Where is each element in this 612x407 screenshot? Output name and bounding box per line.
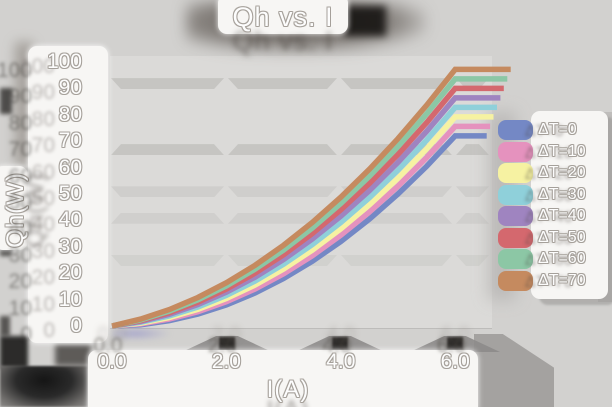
legend-label: ΔT=10 [538, 142, 586, 160]
y-tick-label: 70 [58, 129, 82, 153]
shadow-mountain-x6-dark [447, 337, 463, 350]
y-tick-label: 10 [58, 287, 82, 311]
shadow-mark-left-4 [0, 316, 10, 336]
grid-band [111, 78, 224, 89]
grid-band [111, 213, 224, 224]
y-tick-label: 40 [58, 208, 82, 232]
legend-swatch [498, 227, 533, 248]
x-tick-label: 6.0 [440, 350, 470, 373]
x-axis-label: I(A) [266, 376, 310, 403]
legend-swatch [498, 141, 533, 162]
legend-label: ΔT=60 [538, 250, 586, 267]
x-axis-panel [88, 350, 478, 407]
y-tick-label: 20 [58, 261, 82, 285]
legend-label: ΔT=70 [538, 271, 586, 289]
grid-band [341, 213, 452, 224]
grid-band [228, 213, 337, 224]
grid-band [341, 144, 452, 155]
shadow-mountain-x4-dark [332, 337, 348, 350]
legend-swatch [498, 120, 533, 140]
legend-label: ΔT=20 [538, 164, 586, 181]
x-tick-label: 0.0 [97, 350, 127, 373]
y-tick-label: 30 [58, 234, 82, 258]
legend-swatch [498, 249, 533, 269]
shadow-blob-title-dark [344, 6, 386, 36]
x-tick-label: 4.0 [326, 350, 356, 373]
grid-band [341, 186, 452, 197]
grid-band [456, 255, 489, 266]
legend-swatch [498, 163, 533, 183]
shadow-block-bottom-left [0, 366, 88, 407]
y-tick-label: 80 [58, 102, 82, 126]
grid-band [111, 255, 224, 266]
grid-band [228, 255, 337, 266]
y-tick-label: 50 [58, 182, 82, 205]
title-panel [218, 0, 348, 34]
grid-band [228, 186, 337, 197]
grid-band [456, 144, 489, 155]
grid-band [456, 78, 489, 89]
grid-band [228, 78, 337, 89]
grid-band [456, 213, 489, 224]
grid-band [111, 186, 224, 197]
y-tick-label: 90 [58, 76, 82, 100]
legend-label: ΔT=0 [538, 121, 577, 138]
y-tick-label: 0 [70, 314, 82, 337]
page-title: Qh vs. I [232, 2, 334, 32]
legend-panel [531, 111, 608, 299]
shadow-blob-origin [0, 336, 28, 368]
y-tick-label: 100 [46, 50, 82, 73]
y-tick-label: 60 [58, 155, 82, 179]
shadow-mark-left-1 [0, 88, 12, 114]
legend-label: ΔT=30 [538, 185, 586, 203]
shadow-mountain-x2-dark [219, 337, 235, 350]
x-tick-label: 2.0 [211, 350, 241, 373]
plot-area [110, 56, 492, 329]
grid-band [341, 255, 452, 266]
legend-swatch [498, 270, 533, 291]
grid-band [228, 144, 337, 155]
grid-band [111, 144, 224, 155]
grid-band [456, 186, 489, 197]
legend-swatch [498, 206, 533, 226]
grid-band [341, 78, 452, 89]
legend-label: ΔT=50 [538, 228, 586, 246]
legend-swatch [498, 184, 533, 205]
y-label-panel [0, 166, 28, 250]
y-axis-panel [28, 46, 108, 343]
legend-label: ΔT=40 [538, 207, 586, 224]
